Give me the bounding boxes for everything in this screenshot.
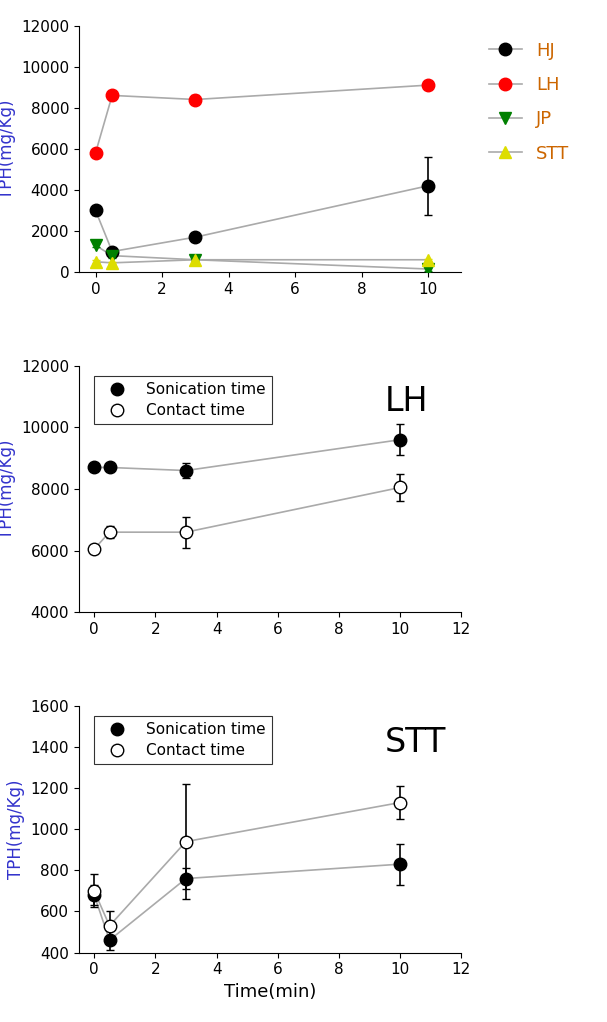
Sonication time: [396, 858, 404, 871]
Contact time: [182, 835, 189, 847]
X-axis label: Time(min): Time(min): [224, 983, 316, 1001]
Contact time: [182, 526, 189, 539]
Y-axis label: TPH(mg/Kg): TPH(mg/Kg): [7, 780, 25, 879]
Line: Contact time: Contact time: [88, 796, 406, 932]
Legend: HJ, LH, JP, STT: HJ, LH, JP, STT: [482, 35, 577, 170]
Text: STT: STT: [385, 726, 446, 758]
Legend: Sonication time, Contact time: Sonication time, Contact time: [94, 716, 272, 764]
Sonication time: [182, 464, 189, 476]
Contact time: [396, 796, 404, 808]
Sonication time: [106, 461, 113, 473]
Contact time: [90, 543, 98, 555]
Text: LH: LH: [385, 385, 429, 418]
Contact time: [106, 526, 113, 539]
Contact time: [90, 885, 98, 897]
Contact time: [396, 481, 404, 494]
Sonication time: [90, 889, 98, 901]
Line: Contact time: Contact time: [88, 481, 406, 555]
Contact time: [106, 920, 113, 932]
Sonication time: [90, 461, 98, 473]
Line: Sonication time: Sonication time: [88, 857, 406, 946]
Sonication time: [106, 934, 113, 946]
Line: Sonication time: Sonication time: [88, 433, 406, 477]
Y-axis label: TPH(mg/Kg): TPH(mg/Kg): [0, 99, 16, 198]
Sonication time: [182, 873, 189, 885]
Legend: Sonication time, Contact time: Sonication time, Contact time: [94, 376, 272, 424]
Sonication time: [396, 433, 404, 446]
Y-axis label: TPH(mg/Kg): TPH(mg/Kg): [0, 439, 16, 539]
